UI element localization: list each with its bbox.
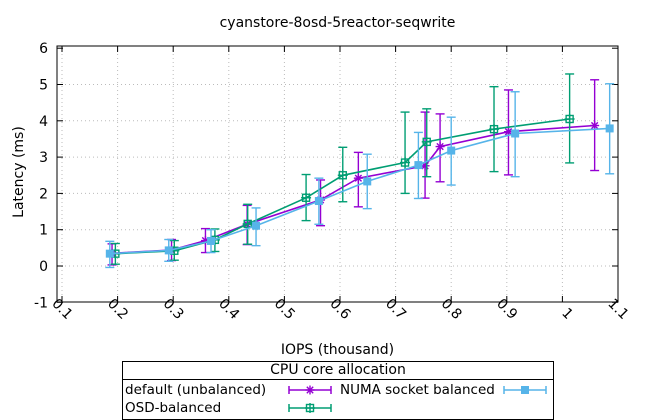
svg-text:0: 0 [39, 259, 48, 275]
svg-text:1.1: 1.1 [604, 296, 631, 323]
svg-text:4: 4 [39, 114, 48, 130]
series-osd-balanced [110, 73, 575, 265]
data-point-numa-socket-balanced [447, 146, 456, 155]
data-point-osd-balanced [489, 124, 500, 135]
svg-text:0.2: 0.2 [104, 296, 131, 323]
legend-label: default (unbalanced) [125, 382, 267, 398]
legend-grid: default (unbalanced) NUMA socket balance… [123, 380, 553, 419]
data-point-default-unbalanced [435, 142, 445, 152]
svg-text:0.4: 0.4 [215, 296, 242, 323]
chart-title: cyanstore-8osd-5reactor-seqwrite [219, 15, 456, 31]
svg-text:0.1: 0.1 [48, 296, 75, 323]
svg-text:0.6: 0.6 [326, 296, 353, 323]
data-point-osd-balanced [301, 192, 312, 203]
legend-entry-osd-balanced: OSD-balanced [123, 399, 338, 417]
x-axis-label: IOPS (thousand) [280, 342, 395, 358]
data-point-numa-socket-balanced [207, 236, 216, 245]
legend-sample-errorbar-icon [503, 386, 547, 394]
svg-text:1: 1 [39, 223, 48, 239]
data-point-numa-socket-balanced [605, 124, 614, 133]
legend-sample-errorbar-icon [288, 403, 332, 413]
legend-label: NUMA socket balanced [340, 382, 495, 398]
data-point-numa-socket-balanced [363, 177, 372, 186]
data-point-numa-socket-balanced [105, 249, 114, 258]
axes [56, 45, 619, 303]
svg-text:-1: -1 [34, 295, 48, 311]
svg-text:5: 5 [39, 78, 48, 94]
legend-title: CPU core allocation [123, 362, 553, 380]
svg-text:0.7: 0.7 [382, 296, 409, 323]
svg-text:6: 6 [39, 41, 48, 57]
data-point-numa-socket-balanced [511, 129, 520, 138]
data-point-numa-socket-balanced [414, 161, 423, 170]
y-axis-label: Latency (ms) [11, 126, 27, 218]
legend-label: OSD-balanced [125, 400, 222, 416]
svg-text:0.9: 0.9 [493, 296, 520, 323]
svg-text:2: 2 [39, 186, 48, 202]
data-point-numa-socket-balanced [314, 197, 323, 206]
data-point-default-unbalanced [353, 173, 363, 183]
svg-text:0.5: 0.5 [271, 296, 298, 323]
data-point-osd-balanced [400, 157, 411, 168]
gridlines [57, 46, 619, 302]
data-point-osd-balanced [421, 136, 432, 147]
legend-entry-numa-socket-balanced: NUMA socket balanced [338, 381, 553, 399]
svg-text:1: 1 [558, 305, 576, 323]
series-numa-socket-balanced [105, 83, 615, 269]
svg-text:0.3: 0.3 [160, 296, 187, 323]
legend-entry-default-unbalanced: default (unbalanced) [123, 381, 338, 399]
legend-entry-empty [338, 399, 553, 417]
data-point-osd-balanced [337, 170, 348, 181]
data-point-numa-socket-balanced [252, 221, 261, 230]
legend-box: CPU core allocation default (unbalanced)… [122, 361, 554, 420]
legend-sample-errorbar-icon [288, 385, 332, 395]
data-point-osd-balanced [564, 113, 575, 124]
svg-text:0.8: 0.8 [438, 296, 465, 323]
data-point-osd-balanced [242, 218, 253, 229]
data-point-numa-socket-balanced [164, 246, 173, 255]
svg-text:3: 3 [39, 150, 48, 166]
